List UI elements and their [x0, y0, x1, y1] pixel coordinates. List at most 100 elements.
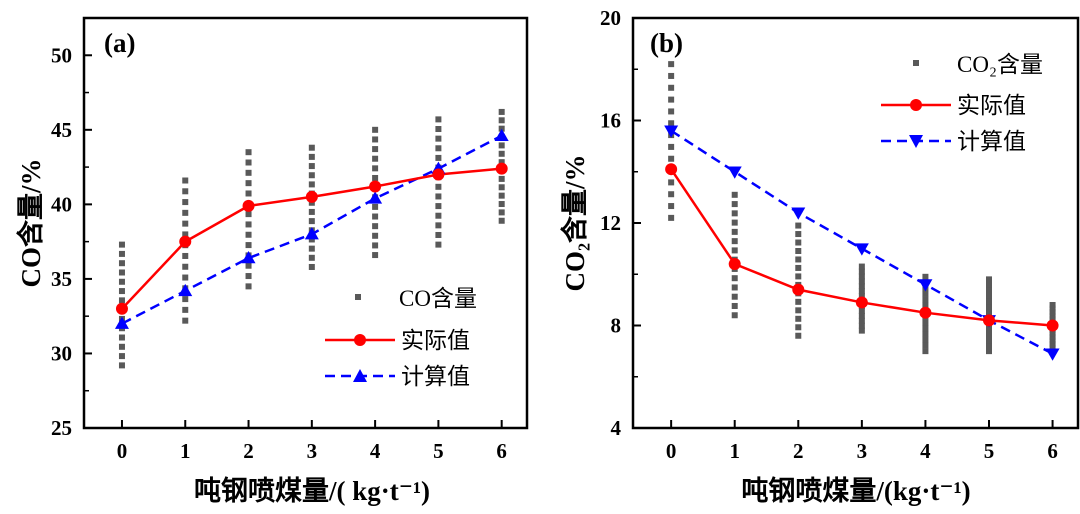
scatter-point	[372, 136, 379, 143]
scatter-point	[858, 327, 865, 334]
panel-a-y-tick-label: 50	[51, 43, 72, 67]
scatter-point	[498, 201, 505, 208]
scatter-point	[1049, 341, 1056, 348]
scatter-point	[435, 193, 442, 200]
scatter-point	[118, 362, 125, 369]
scatter-point	[986, 298, 992, 305]
panel-b-x-tick-label: 3	[857, 439, 868, 463]
panel-b-y-tick-label: 12	[600, 211, 621, 235]
scatter-point	[731, 302, 738, 309]
scatter-point	[922, 336, 929, 343]
scatter-point	[1049, 312, 1056, 319]
panel-b-legend-calc-marker	[909, 135, 923, 148]
scatter-point	[731, 191, 738, 198]
scatter-point	[668, 84, 675, 91]
scatter-point	[245, 221, 252, 228]
scatter-point	[731, 238, 738, 245]
scatter-point	[245, 262, 252, 269]
scatter-point	[498, 117, 505, 124]
scatter-point	[435, 212, 442, 219]
panel-b-y-tick-label: 4	[611, 416, 622, 440]
scatter-point	[308, 163, 315, 170]
actual-marker	[1046, 319, 1059, 332]
scatter-point	[498, 175, 505, 182]
panel-b-y-tick-label: 20	[600, 6, 621, 30]
panel-a-plot-layer	[114, 108, 509, 369]
panel-a-label: (a)	[104, 28, 135, 58]
panel-b-plot-layer	[664, 61, 1060, 361]
scatter-point	[1049, 330, 1056, 337]
panel-b-legend-scatter-label: CO₂含量	[957, 52, 1043, 77]
scatter-point	[118, 250, 125, 257]
scatter-point	[731, 275, 738, 282]
scatter-point	[435, 231, 442, 238]
scatter-point	[118, 353, 125, 360]
scatter-point	[986, 276, 992, 283]
scatter-point	[118, 297, 125, 304]
scatter-point	[245, 169, 252, 176]
scatter-point	[922, 342, 929, 349]
scatter-point	[668, 155, 675, 162]
scatter-point	[245, 283, 252, 290]
scatter-point	[308, 208, 315, 215]
scatter-point	[435, 126, 442, 133]
scatter-point	[731, 312, 738, 319]
panel-a-x-tick-label: 2	[243, 439, 254, 463]
panel-b-y-tick-label: 16	[600, 109, 621, 133]
scatter-point	[668, 120, 675, 127]
scatter-point	[435, 116, 442, 123]
scatter-point	[795, 239, 802, 246]
panel-b-x-axis-title: 吨钢喷煤量/(kg·t⁻¹)	[741, 476, 970, 506]
actual-marker	[495, 162, 508, 175]
scatter-point	[182, 274, 189, 281]
scatter-point	[372, 223, 379, 230]
scatter-point	[668, 108, 675, 115]
scatter-point	[118, 278, 125, 285]
scatter-point	[498, 150, 505, 157]
scatter-point	[986, 281, 992, 288]
panel-a-y-tick-label: 25	[51, 416, 72, 440]
scatter-point	[795, 264, 802, 271]
panel-a-legend: CO含量 实际值 计算值	[325, 286, 477, 389]
scatter-point	[795, 307, 802, 314]
panel-a-y-tick-label: 45	[51, 118, 72, 142]
scatter-point	[668, 96, 675, 103]
panel-a-x-tick-label: 6	[496, 439, 507, 463]
scatter-point	[182, 231, 189, 238]
panel-b-x-tick-label: 4	[920, 439, 931, 463]
panel-b-x-tick-label: 0	[666, 439, 677, 463]
scatter-point	[372, 213, 379, 220]
scatter-point	[668, 143, 675, 150]
scatter-point	[182, 220, 189, 227]
scatter-point	[308, 236, 315, 243]
panel-b-x-tick-label: 6	[1047, 439, 1058, 463]
scatter-point	[795, 256, 802, 263]
scatter-point	[372, 146, 379, 153]
scatter-point	[435, 145, 442, 152]
scatter-point	[731, 228, 738, 235]
scatter-point	[308, 263, 315, 270]
scatter-point	[498, 159, 505, 166]
scatter-point	[858, 288, 865, 295]
scatter-point	[1049, 344, 1056, 351]
scatter-point	[308, 254, 315, 261]
scatter-point	[498, 209, 505, 216]
scatter-point	[435, 135, 442, 142]
scatter-point	[858, 273, 865, 280]
panel-a-x-tick-label: 3	[307, 439, 318, 463]
scatter-point	[182, 199, 189, 206]
scatter-point	[498, 108, 505, 115]
scatter-point	[1049, 337, 1056, 344]
scatter-point	[922, 290, 929, 297]
scatter-point	[668, 72, 675, 79]
panel-a-legend-scatter-marker	[355, 294, 361, 300]
actual-marker	[855, 296, 868, 309]
scatter-point	[182, 209, 189, 216]
panel-a-x-axis-title: 吨钢喷煤量/( kg·t⁻¹)	[194, 476, 430, 506]
calc-marker	[494, 128, 509, 142]
panel-b-frame	[631, 16, 1080, 430]
panel-b-legend-actual-label: 实际值	[957, 93, 1026, 118]
scatter-point	[372, 155, 379, 162]
scatter-point	[668, 191, 675, 198]
